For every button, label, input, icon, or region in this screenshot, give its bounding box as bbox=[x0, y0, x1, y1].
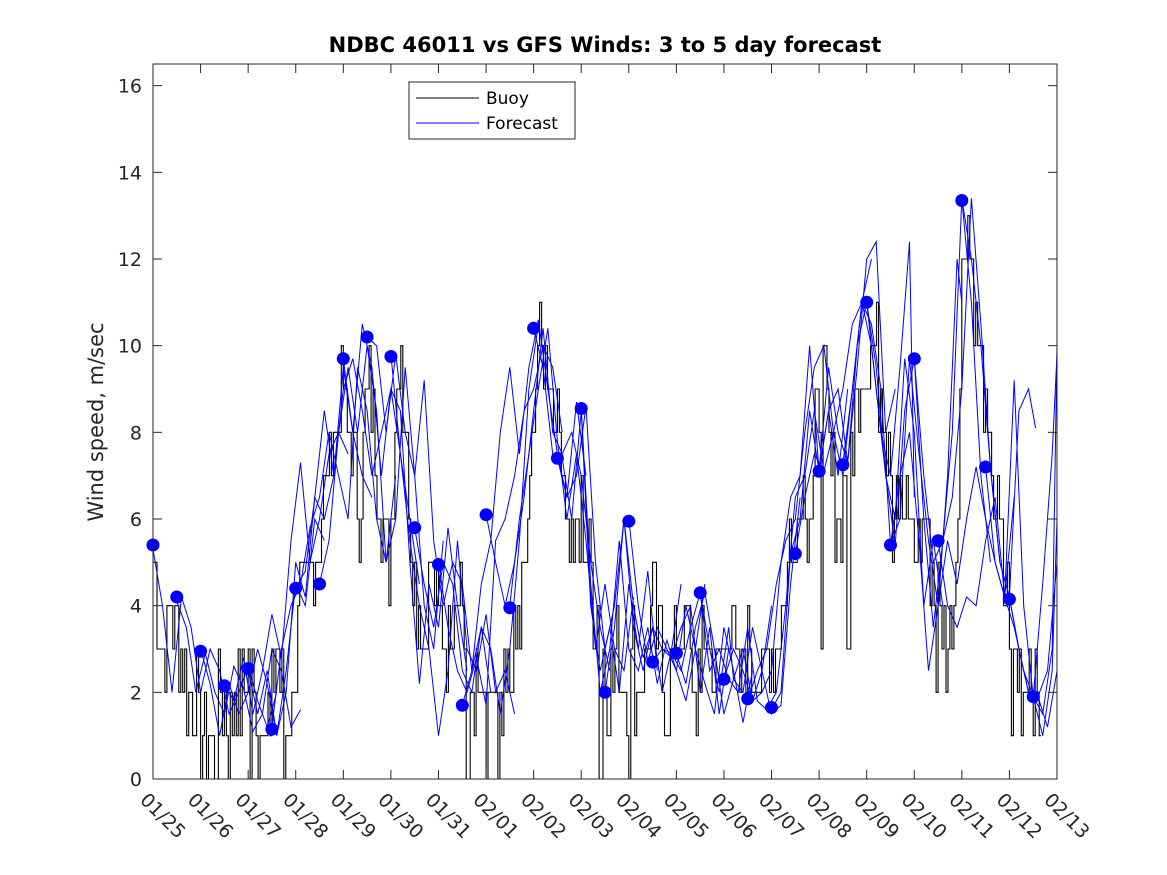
forecast-point bbox=[907, 352, 921, 366]
forecast-point bbox=[527, 321, 541, 335]
y-tick-label: 6 bbox=[130, 509, 142, 531]
forecast-point bbox=[265, 722, 279, 736]
forecast-point bbox=[550, 451, 564, 465]
forecast-point bbox=[765, 701, 778, 714]
forecast-point bbox=[931, 534, 945, 548]
forecast-point bbox=[194, 644, 208, 658]
forecast-point bbox=[170, 590, 184, 604]
forecast-point bbox=[693, 586, 707, 600]
forecast-run-line bbox=[556, 406, 682, 693]
forecast-run-line bbox=[913, 198, 1037, 628]
forecast-point bbox=[1002, 592, 1016, 606]
forecast-point bbox=[241, 662, 255, 675]
forecast-run-line bbox=[890, 358, 1015, 606]
forecast-run-line bbox=[319, 345, 444, 650]
forecast-run-line bbox=[675, 497, 801, 715]
forecast-run-line bbox=[295, 358, 420, 589]
forecast-point bbox=[455, 698, 469, 712]
chart-title: NDBC 46011 vs GFS Winds: 3 to 5 day fore… bbox=[329, 33, 882, 57]
forecast-run-line bbox=[937, 354, 1058, 697]
forecast-point bbox=[836, 458, 850, 472]
forecast-run-line bbox=[342, 323, 468, 684]
forecast-run-line bbox=[390, 354, 516, 736]
forecast-point bbox=[646, 655, 660, 669]
forecast-point bbox=[884, 538, 897, 552]
forecast-run-line bbox=[152, 549, 278, 729]
forecast-series bbox=[152, 198, 1058, 736]
forecast-point bbox=[479, 508, 493, 522]
forecast-point bbox=[574, 402, 588, 415]
y-tick-label: 2 bbox=[130, 682, 142, 704]
y-axis-label: Wind speed, m/sec bbox=[84, 322, 108, 521]
forecast-point bbox=[741, 692, 755, 706]
forecast-run-line bbox=[866, 198, 991, 565]
forecast-point bbox=[788, 547, 802, 561]
y-tick-label: 16 bbox=[118, 76, 142, 98]
legend-box bbox=[408, 81, 576, 140]
y-tick-label: 0 bbox=[130, 769, 142, 791]
forecast-markers bbox=[146, 194, 1040, 736]
forecast-point bbox=[313, 577, 326, 591]
forecast-run-line bbox=[438, 344, 563, 706]
forecast-point bbox=[289, 581, 303, 595]
forecast-run-line bbox=[794, 241, 915, 554]
forecast-point bbox=[717, 672, 731, 686]
forecast-point bbox=[598, 685, 612, 699]
y-axis: 0 2 4 6 8 10 12 14 16 bbox=[118, 76, 1057, 791]
forecast-point bbox=[432, 558, 445, 571]
forecast-point bbox=[622, 514, 636, 528]
forecast-point bbox=[408, 521, 422, 535]
forecast-run-line bbox=[818, 302, 944, 606]
forecast-point bbox=[979, 460, 993, 474]
forecast-point bbox=[217, 679, 231, 693]
forecast-run-line bbox=[200, 517, 325, 736]
forecast-point bbox=[860, 295, 874, 309]
forecast-point bbox=[955, 194, 969, 207]
forecast-point bbox=[812, 464, 826, 478]
y-tick-label: 8 bbox=[130, 422, 142, 444]
legend-buoy-label: Buoy bbox=[486, 89, 529, 109]
forecast-run-line bbox=[1032, 345, 1058, 716]
y-tick-label: 14 bbox=[118, 162, 142, 184]
y-tick-label: 4 bbox=[130, 596, 142, 618]
forecast-point bbox=[336, 352, 350, 366]
forecast-point bbox=[384, 350, 398, 363]
forecast-point bbox=[360, 330, 374, 344]
legend-forecast-label: Forecast bbox=[486, 114, 558, 134]
forecast-point bbox=[669, 646, 683, 660]
y-tick-label: 12 bbox=[118, 249, 142, 271]
legend: Buoy Forecast bbox=[408, 81, 576, 140]
y-tick-label: 10 bbox=[118, 336, 142, 358]
forecast-run-line bbox=[271, 367, 397, 728]
forecast-point bbox=[1026, 690, 1040, 704]
plot-frame bbox=[152, 63, 1058, 780]
forecast-run-line bbox=[580, 406, 706, 702]
forecast-point bbox=[503, 601, 517, 615]
